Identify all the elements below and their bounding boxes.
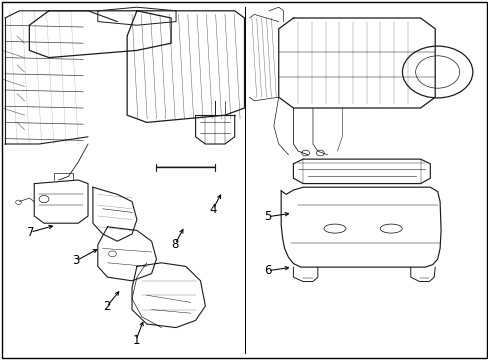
Text: 8: 8 xyxy=(171,238,179,251)
Text: 6: 6 xyxy=(264,264,271,277)
Text: 5: 5 xyxy=(264,210,271,223)
Text: 2: 2 xyxy=(102,300,110,313)
Text: 1: 1 xyxy=(132,334,140,347)
Text: 3: 3 xyxy=(72,255,80,267)
Text: 7: 7 xyxy=(26,226,34,239)
Text: 4: 4 xyxy=(208,203,216,216)
